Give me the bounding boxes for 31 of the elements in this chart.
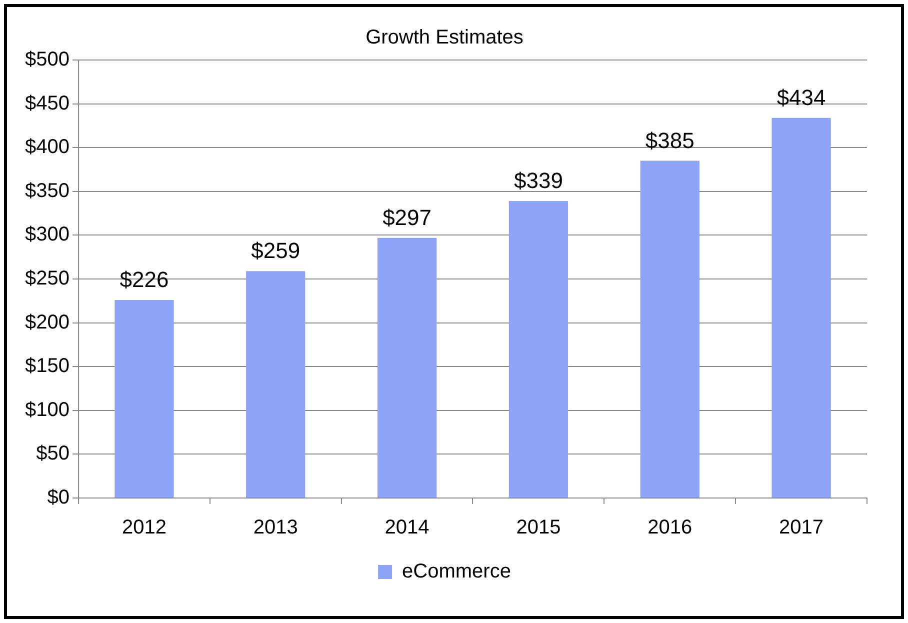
data-label: $434 — [776, 84, 826, 110]
y-tick-label: $400 — [24, 136, 70, 158]
y-tick-label: $350 — [24, 180, 70, 202]
data-label: $259 — [251, 238, 300, 264]
data-label: $339 — [514, 168, 563, 194]
legend-label: eCommerce — [402, 560, 511, 583]
y-tick-label: $50 — [36, 442, 70, 465]
y-tick-label: $300 — [24, 224, 70, 246]
data-label: $385 — [645, 128, 694, 153]
bar — [246, 271, 306, 498]
y-tick-label: $200 — [24, 311, 70, 334]
x-tick-label: 2016 — [648, 516, 692, 539]
y-tick-label: $100 — [24, 398, 70, 421]
x-tick-label: 2012 — [122, 516, 166, 539]
data-label: $297 — [382, 204, 432, 230]
y-tick-label: $450 — [24, 92, 70, 114]
bar — [377, 238, 437, 498]
y-tick-label: $150 — [24, 355, 70, 378]
x-tick-label: 2015 — [516, 516, 561, 539]
bar — [114, 300, 174, 498]
data-label: $226 — [120, 267, 169, 292]
x-tick-label: 2017 — [779, 516, 824, 539]
x-tick-label: 2013 — [253, 516, 298, 539]
y-tick-label: $0 — [47, 486, 70, 509]
bar — [508, 201, 568, 498]
chart-title: Growth Estimates — [366, 26, 524, 49]
x-tick-label: 2014 — [384, 516, 430, 539]
bar — [640, 160, 700, 498]
y-tick-label: $250 — [24, 268, 70, 290]
y-tick-label: $500 — [24, 48, 70, 71]
bar — [772, 118, 831, 498]
